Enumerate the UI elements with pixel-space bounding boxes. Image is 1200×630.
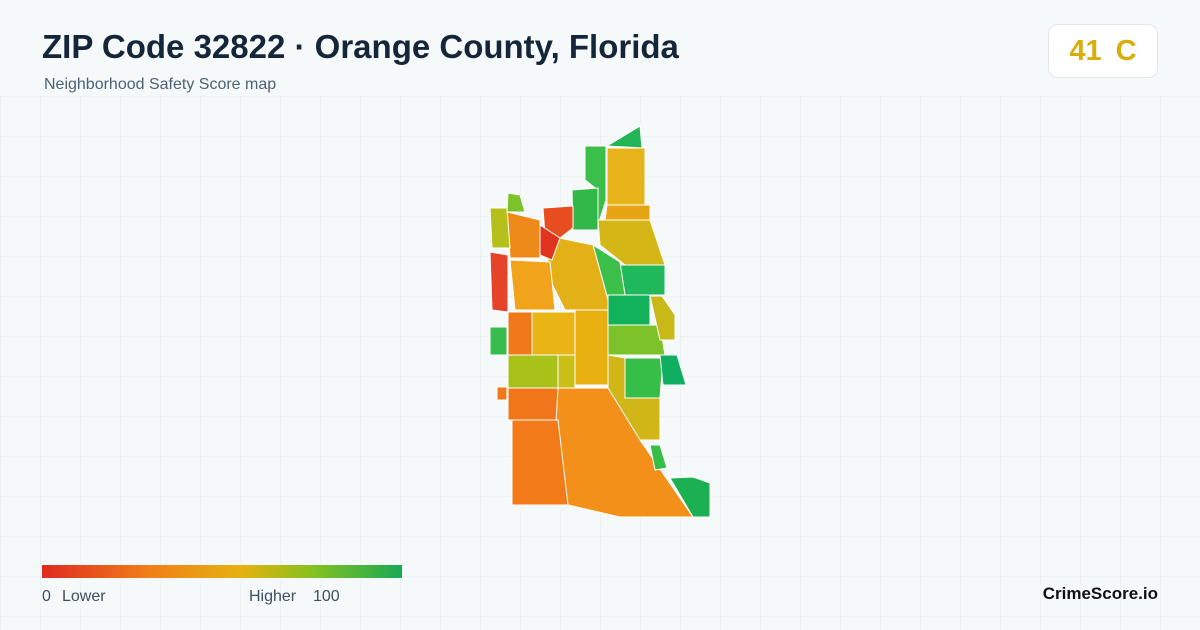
legend-bar — [42, 565, 402, 578]
area — [607, 324, 666, 356]
title: ZIP Code 32822 · Orange County, Florida — [42, 28, 679, 65]
legend-max-label: Higher — [249, 588, 297, 605]
area — [604, 204, 651, 221]
area — [531, 311, 576, 356]
legend-min: 0 — [42, 588, 51, 605]
area — [669, 476, 711, 518]
score-badge: 41 C — [1048, 24, 1158, 78]
brand: CrimeScore.io — [1042, 584, 1158, 603]
score: 41 — [1069, 34, 1102, 67]
area — [649, 444, 668, 471]
area — [624, 357, 664, 399]
area — [557, 354, 576, 389]
area — [607, 294, 651, 326]
area — [507, 311, 533, 356]
area — [509, 259, 556, 311]
area — [649, 295, 676, 341]
area — [605, 125, 643, 149]
area — [511, 419, 569, 506]
area — [489, 251, 509, 313]
subtitle: Neighborhood Safety Score map — [44, 76, 277, 93]
area — [506, 192, 526, 213]
area — [506, 211, 541, 259]
area — [507, 354, 559, 389]
area — [489, 207, 511, 249]
zip-areas — [489, 125, 711, 518]
area — [606, 147, 646, 206]
legend-min-label: Lower — [62, 588, 106, 605]
grade: C — [1115, 34, 1137, 67]
area — [574, 309, 609, 386]
area — [571, 187, 599, 231]
area — [659, 354, 687, 386]
area — [619, 264, 666, 296]
area — [496, 386, 508, 401]
legend-max: 100 — [313, 588, 340, 605]
area — [507, 387, 559, 421]
area — [489, 326, 508, 356]
